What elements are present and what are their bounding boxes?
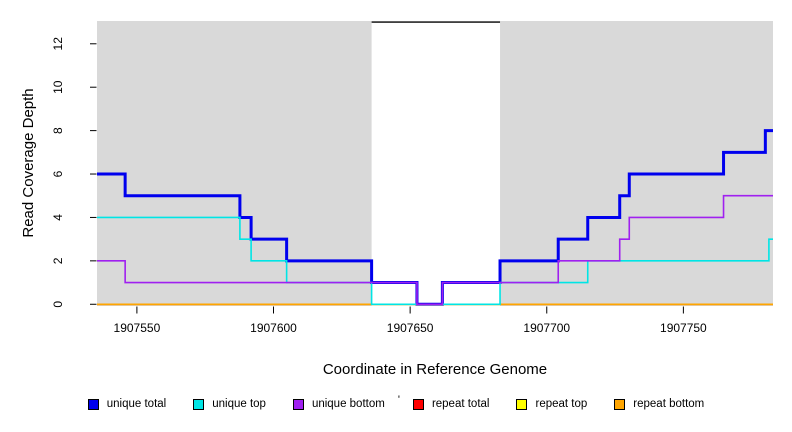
- legend-swatch-repeat-top: [516, 399, 528, 410]
- x-tick-label: 1907600: [250, 321, 297, 335]
- legend-item-repeat-total: repeat total: [412, 398, 490, 411]
- legend-item-unique-top: unique top: [193, 398, 266, 411]
- x-tick-label: 1907750: [660, 321, 707, 335]
- legend-item-unique-total: unique total: [87, 398, 167, 411]
- legend-label: repeat total: [431, 398, 490, 410]
- y-tick-label: 8: [51, 127, 65, 134]
- legend-swatch-unique-bottom: [292, 399, 304, 410]
- legend-swatch-repeat-bottom: [614, 399, 626, 410]
- y-tick-label: 6: [51, 170, 65, 177]
- y-tick-label: 0: [51, 301, 65, 308]
- legend-label: unique total: [106, 398, 167, 410]
- legend-label: unique bottom: [311, 398, 385, 410]
- series-unique-bottom: [97, 194, 773, 306]
- legend-label: unique top: [212, 398, 266, 410]
- y-tick-label: 10: [51, 80, 65, 94]
- masked-region: [371, 21, 501, 306]
- legend-label: repeat top: [535, 398, 588, 410]
- x-axis-title: Coordinate in Reference Genome: [323, 361, 547, 378]
- y-tick-label: 12: [51, 37, 65, 51]
- legend: unique total unique top unique bottom ' repe…: [0, 394, 792, 411]
- legend-stray-mark: ': [397, 394, 400, 406]
- legend-item-repeat-top: repeat top: [516, 398, 587, 411]
- coverage-chart: 1907550 1907600 1907650 1907700 1907750 0 2 4 6 8…: [20, 21, 773, 378]
- legend-swatch-repeat-total: [412, 399, 424, 410]
- x-tick-label: 1907700: [523, 321, 570, 335]
- series-unique-top: [97, 216, 773, 306]
- y-tick-label: 4: [51, 214, 65, 221]
- legend-swatch-unique-total: [87, 399, 99, 410]
- legend-item-repeat-bottom: repeat bottom: [614, 398, 704, 411]
- legend-swatch-unique-top: [193, 399, 205, 410]
- x-tick-label: 1907550: [114, 321, 161, 335]
- y-axis-title: Read Coverage Depth: [20, 88, 37, 237]
- legend-label: repeat bottom: [633, 398, 705, 410]
- y-tick-label: 2: [51, 257, 65, 264]
- legend-item-unique-bottom: unique bottom: [292, 398, 385, 411]
- x-tick-label: 1907650: [387, 321, 434, 335]
